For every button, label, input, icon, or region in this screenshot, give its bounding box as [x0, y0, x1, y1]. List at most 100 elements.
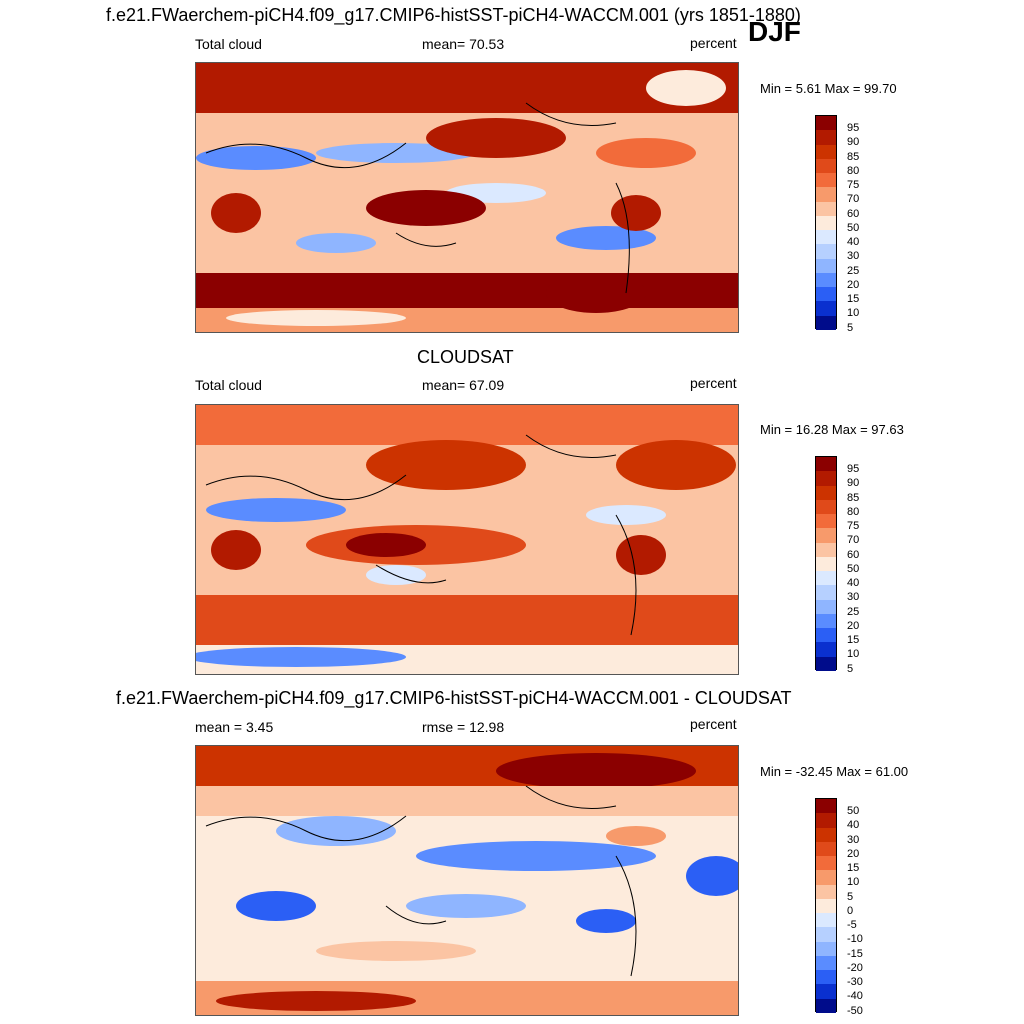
panel3-rmse: rmse = 12.98	[422, 719, 505, 735]
colorbar-swatch	[816, 542, 836, 557]
colorbar-swatch	[816, 970, 836, 985]
colorbar-label: -15	[847, 947, 863, 960]
colorbar-swatch	[816, 898, 836, 914]
colorbar-swatch	[816, 585, 836, 600]
colorbar-label: 70	[847, 193, 860, 206]
colorbar-label: 10	[847, 648, 860, 661]
colorbar-swatch	[816, 272, 836, 288]
colorbar-swatch	[816, 215, 836, 231]
colorbar-swatch	[816, 827, 836, 842]
colorbar-label: -40	[847, 990, 863, 1003]
colorbar-swatch	[816, 258, 836, 273]
panel2-colorbar	[815, 456, 837, 671]
colorbar-swatch	[816, 471, 836, 486]
colorbar-swatch	[816, 813, 836, 828]
colorbar-label: 30	[847, 250, 860, 263]
panel3-title: f.e21.FWaerchem-piCH4.f09_g17.CMIP6-hist…	[116, 688, 792, 708]
colorbar-swatch	[816, 556, 836, 572]
page-title: f.e21.FWaerchem-piCH4.f09_g17.CMIP6-hist…	[106, 5, 801, 25]
colorbar-swatch	[816, 116, 836, 131]
colorbar-label: 20	[847, 278, 860, 291]
colorbar-label: 30	[847, 833, 860, 846]
panel2-mean: mean= 67.09	[422, 377, 505, 393]
colorbar-swatch	[816, 628, 836, 643]
panel3-units: percent	[690, 716, 737, 732]
colorbar-label: 60	[847, 548, 860, 561]
colorbar-swatch	[816, 984, 836, 999]
colorbar-swatch	[816, 955, 836, 971]
colorbar-label: 60	[847, 207, 860, 220]
colorbar-label: 40	[847, 819, 860, 832]
colorbar-label: -50	[847, 1004, 863, 1017]
colorbar-swatch	[816, 571, 836, 586]
colorbar-label: 0	[847, 904, 854, 917]
panel3-mean: mean = 3.45	[195, 719, 274, 735]
colorbar-label: -10	[847, 933, 863, 946]
panel3-minmax: Min = -32.45 Max = 61.00	[760, 764, 909, 779]
colorbar-swatch	[816, 599, 836, 614]
colorbar-label: 5	[847, 890, 854, 903]
colorbar-swatch	[816, 485, 836, 500]
colorbar-swatch	[816, 173, 836, 188]
colorbar-swatch	[816, 642, 836, 657]
colorbar-swatch	[816, 287, 836, 302]
colorbar-label: 20	[847, 619, 860, 632]
colorbar-swatch	[816, 613, 836, 629]
panel1-units: percent	[690, 35, 737, 51]
panel1-colorbar	[815, 115, 837, 330]
panel1-map	[195, 62, 739, 333]
colorbar-label: 95	[847, 122, 860, 134]
colorbar-label: 20	[847, 847, 860, 860]
colorbar-label: 80	[847, 164, 860, 177]
colorbar-label: -20	[847, 961, 863, 974]
colorbar-label: 25	[847, 264, 860, 277]
colorbar-label: 90	[847, 136, 860, 149]
panel2-map	[195, 404, 739, 675]
colorbar-swatch	[816, 998, 836, 1013]
colorbar-label: 75	[847, 520, 860, 533]
colorbar-label: 50	[847, 562, 860, 575]
colorbar-swatch	[816, 201, 836, 216]
colorbar-label: 30	[847, 591, 860, 604]
panel2-units: percent	[690, 375, 737, 391]
colorbar-label: 25	[847, 605, 860, 618]
colorbar-label: 5	[847, 321, 854, 334]
colorbar-swatch	[816, 315, 836, 330]
colorbar-swatch	[816, 457, 836, 472]
colorbar-swatch	[816, 158, 836, 174]
panel3-colorbar	[815, 798, 837, 1013]
colorbar-label: 85	[847, 491, 860, 504]
colorbar-label: 10	[847, 307, 860, 320]
colorbar-label: 50	[847, 805, 860, 817]
colorbar-swatch	[816, 856, 836, 871]
colorbar-swatch	[816, 144, 836, 159]
panel2-title: CLOUDSAT	[417, 347, 514, 367]
colorbar-swatch	[816, 499, 836, 515]
colorbar-swatch	[816, 230, 836, 245]
colorbar-label: 75	[847, 179, 860, 192]
colorbar-label: 40	[847, 236, 860, 249]
colorbar-swatch	[816, 927, 836, 942]
colorbar-label: 15	[847, 634, 860, 647]
colorbar-swatch	[816, 528, 836, 543]
panel1-minmax: Min = 5.61 Max = 99.70	[760, 81, 897, 96]
colorbar-swatch	[816, 244, 836, 259]
colorbar-label: 90	[847, 477, 860, 490]
colorbar-swatch	[816, 130, 836, 145]
colorbar-label: 50	[847, 221, 860, 234]
panel1-mean: mean= 70.53	[422, 36, 505, 52]
panel2-variable: Total cloud	[195, 377, 262, 393]
panel2-minmax: Min = 16.28 Max = 97.63	[760, 422, 904, 437]
colorbar-swatch	[816, 913, 836, 928]
colorbar-label: 95	[847, 463, 860, 475]
colorbar-swatch	[816, 301, 836, 316]
colorbar-label: -5	[847, 919, 857, 932]
colorbar-swatch	[816, 870, 836, 885]
colorbar-label: 5	[847, 662, 854, 675]
colorbar-swatch	[816, 656, 836, 671]
colorbar-swatch	[816, 187, 836, 202]
colorbar-label: 15	[847, 862, 860, 875]
colorbar-swatch	[816, 799, 836, 814]
colorbar-label: 10	[847, 876, 860, 889]
colorbar-label: 80	[847, 505, 860, 518]
